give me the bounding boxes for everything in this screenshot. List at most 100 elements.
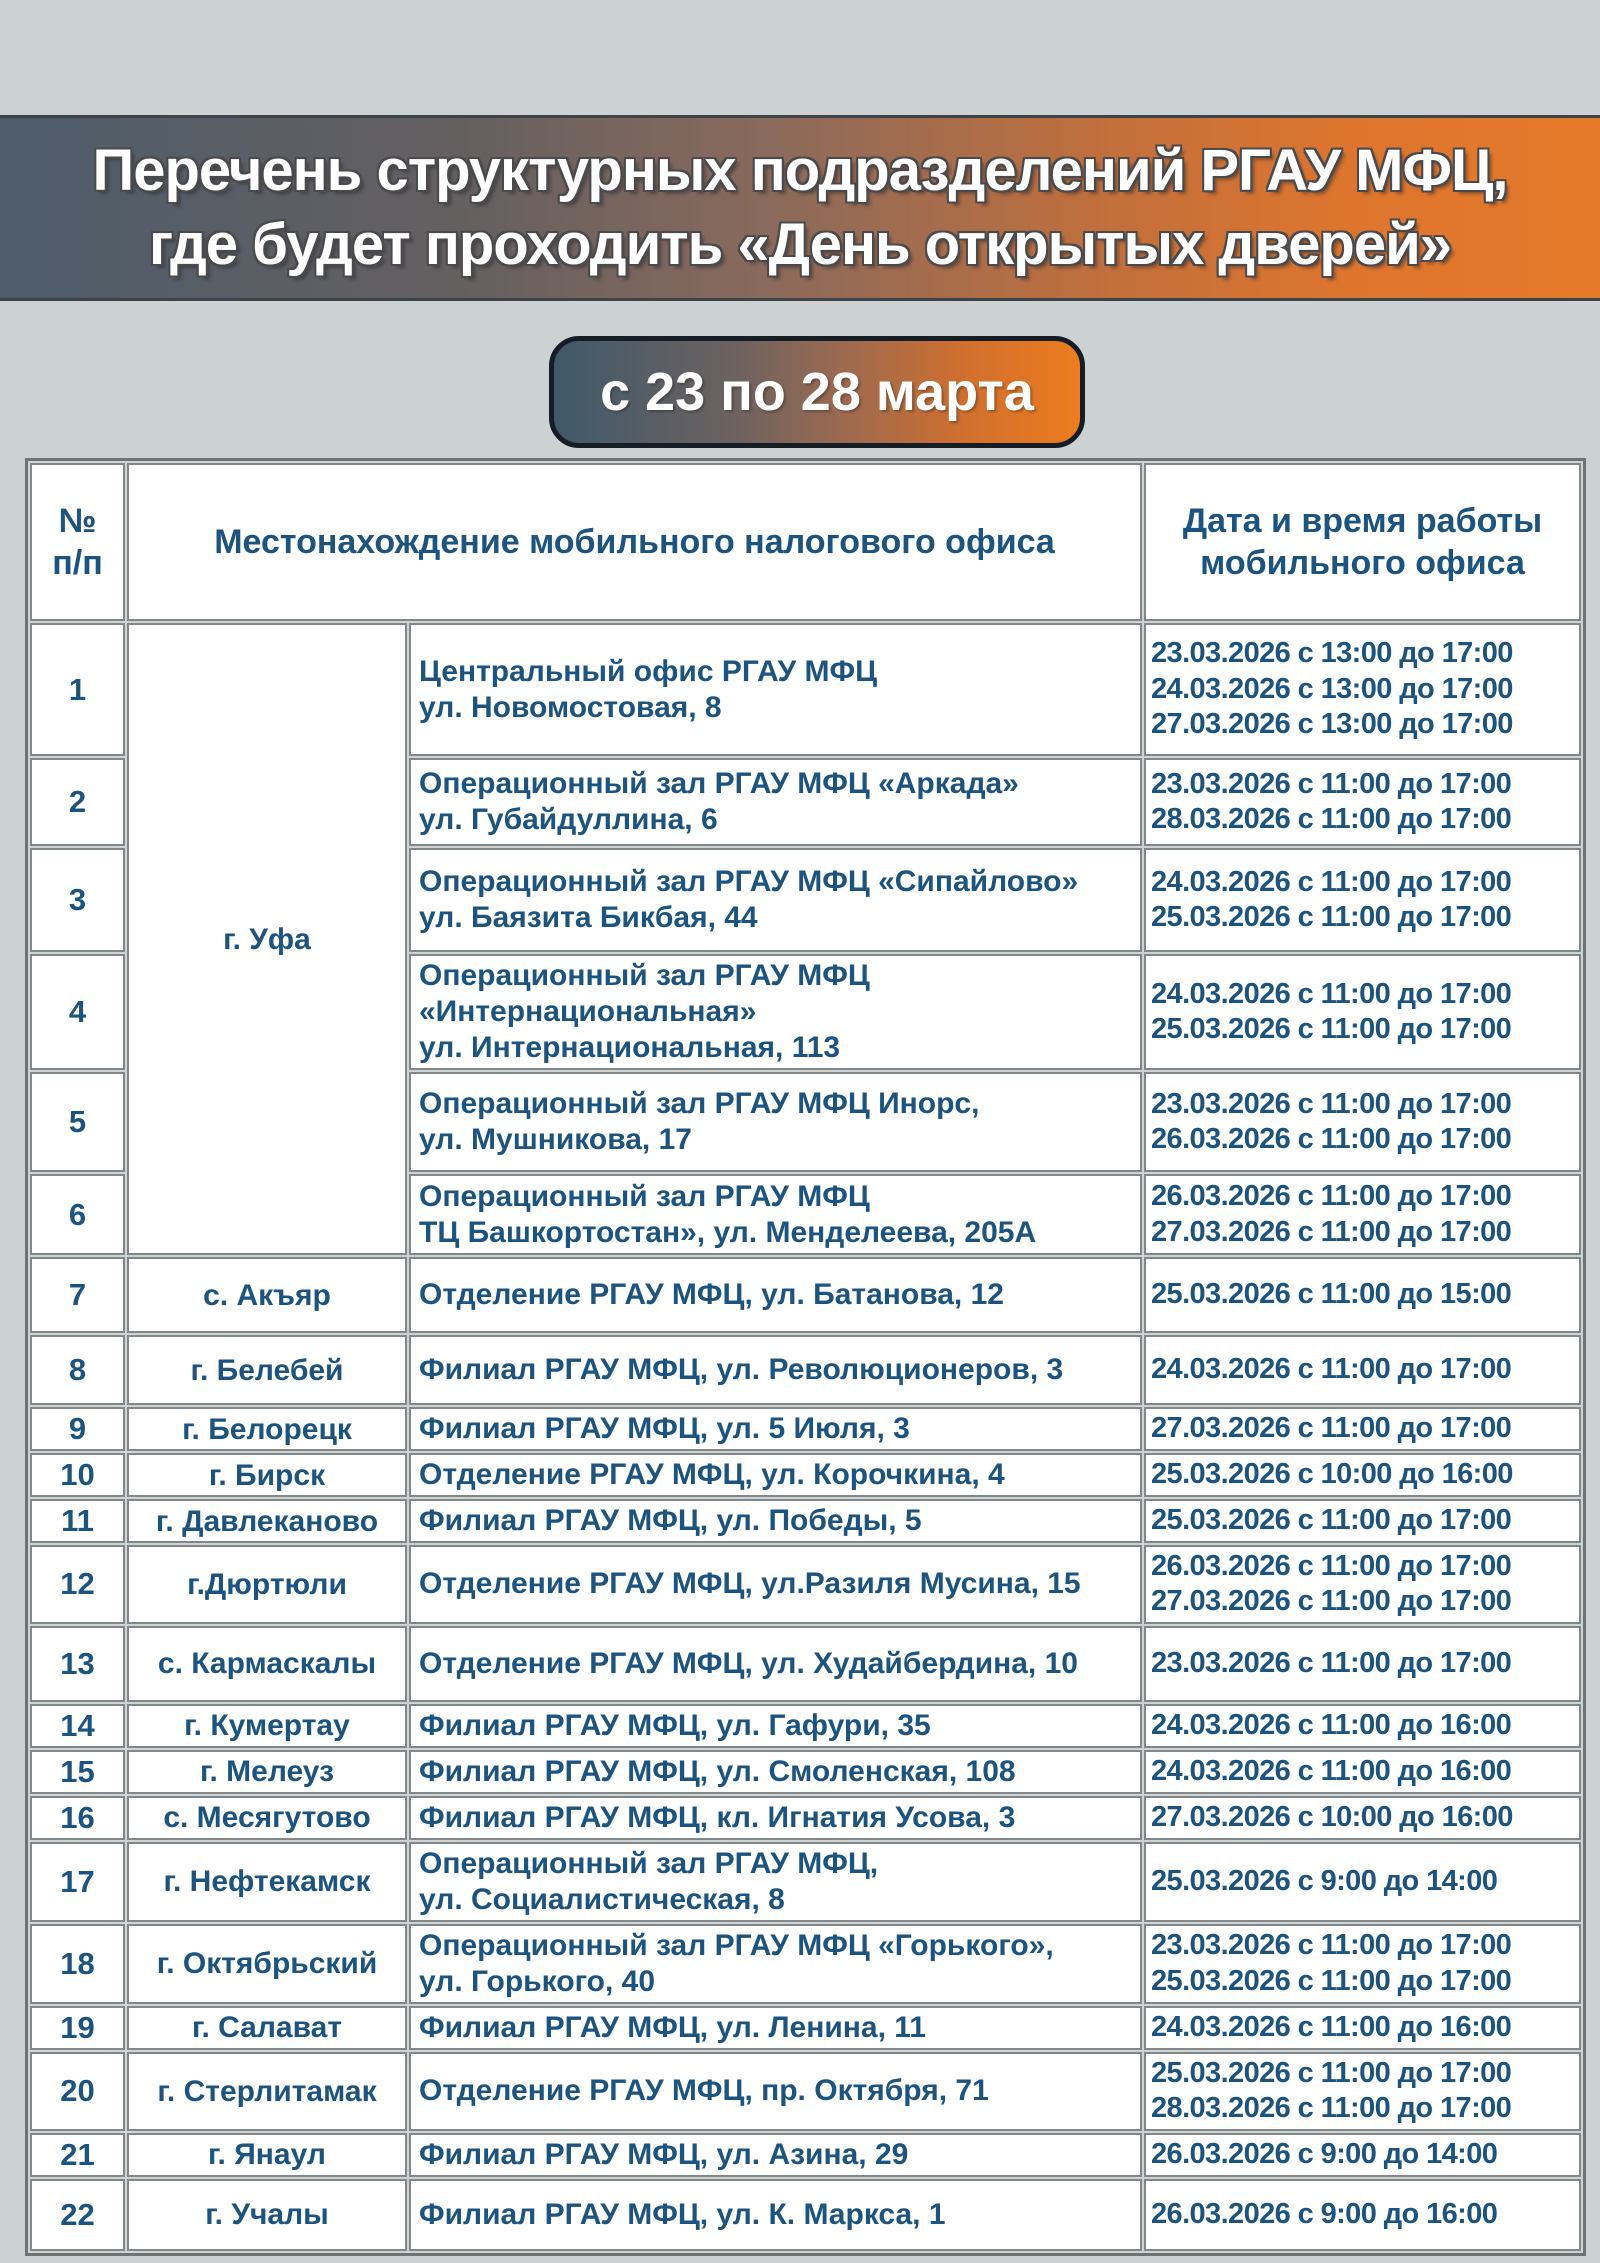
table-row: 16 с. Месягутово Филиал РГАУ МФЦ, кл. Игна…: [30, 1795, 1582, 1840]
office-cell: Операционный зал РГАУ МФЦ «Горького», ул…: [409, 1923, 1143, 2004]
table-row: 19 г. Салават Филиал РГАУ МФЦ, ул. Ленина,…: [30, 2005, 1582, 2050]
row-number-cell: 10: [30, 1453, 125, 1497]
office-cell: Операционный зал РГАУ МФЦ «Сипайлово» ул…: [409, 848, 1143, 952]
dates-cell: 24.03.2026 с 11:00 до 17:00 25.03.2026 с…: [1144, 848, 1582, 952]
dates-cell: 25.03.2026 с 11:00 до 17:00: [1144, 1499, 1582, 1543]
city-cell: с. Кармаскалы: [127, 1625, 407, 1702]
office-cell: Операционный зал РГАУ МФЦ, ул. Социалист…: [409, 1841, 1143, 1922]
header-location: Местонахождение мобильного налогового оф…: [127, 463, 1143, 621]
dates-cell: 25.03.2026 с 11:00 до 17:00 28.03.2026 с…: [1144, 2051, 1582, 2131]
office-cell: Операционный зал РГАУ МФЦ Инорс, ул. Муш…: [409, 1072, 1143, 1172]
dates-cell: 27.03.2026 с 10:00 до 16:00: [1144, 1795, 1582, 1840]
office-cell: Отделение РГАУ МФЦ, ул.Разиля Мусина, 15: [409, 1545, 1143, 1624]
office-cell: Операционный зал РГАУ МФЦ ТЦ Башкортоста…: [409, 1174, 1143, 1255]
table-row: 7 с. Акъяр Отделение РГАУ МФЦ, ул. Батанов…: [30, 1257, 1582, 1333]
table-row: 6 Операционный зал РГАУ МФЦ ТЦ Башкортост…: [30, 1174, 1582, 1255]
row-number-cell: 11: [30, 1499, 125, 1543]
table-row: 3 Операционный зал РГАУ МФЦ «Сипайлово» у…: [30, 848, 1582, 952]
office-cell: Центральный офис РГАУ МФЦ ул. Новомостов…: [409, 623, 1143, 756]
row-number-cell: 12: [30, 1545, 125, 1624]
row-number-cell: 13: [30, 1625, 125, 1702]
city-cell: с. Акъяр: [127, 1257, 407, 1333]
office-cell: Филиал РГАУ МФЦ, ул. 5 Июля, 3: [409, 1407, 1143, 1451]
table-row: 9 г. Белорецк Филиал РГАУ МФЦ, ул. 5 Июля,…: [30, 1407, 1582, 1451]
table-row: 4 Операционный зал РГАУ МФЦ «Интернациона…: [30, 954, 1582, 1070]
city-cell: г. Стерлитамак: [127, 2051, 407, 2131]
row-number-cell: 8: [30, 1335, 125, 1405]
date-range-label: с 23 по 28 марта: [600, 362, 1034, 422]
table-row: 20 г. Стерлитамак Отделение РГАУ МФЦ, пр. …: [30, 2051, 1582, 2131]
office-cell: Филиал РГАУ МФЦ, ул. Революционеров, 3: [409, 1335, 1143, 1405]
table-row: 21 г. Янаул Филиал РГАУ МФЦ, ул. Азина, 29…: [30, 2132, 1582, 2177]
dates-cell: 23.03.2026 с 11:00 до 17:00 25.03.2026 с…: [1144, 1923, 1582, 2004]
office-cell: Операционный зал РГАУ МФЦ «Интернационал…: [409, 954, 1143, 1070]
table-row: 22 г. Учалы Филиал РГАУ МФЦ, ул. К. Маркса…: [30, 2178, 1582, 2251]
dates-cell: 23.03.2026 с 13:00 до 17:00 24.03.2026 с…: [1144, 623, 1582, 756]
table-header-row: № п/п Местонахождение мобильного налогов…: [30, 463, 1582, 621]
row-number-cell: 1: [30, 623, 125, 756]
table-row: 5 Операционный зал РГАУ МФЦ Инорс, ул. Му…: [30, 1072, 1582, 1172]
row-number-cell: 19: [30, 2005, 125, 2050]
table-row: 11 г. Давлеканово Филиал РГАУ МФЦ, ул. Поб…: [30, 1499, 1582, 1543]
city-cell: г. Нефтекамск: [127, 1841, 407, 1922]
dates-cell: 24.03.2026 с 11:00 до 16:00: [1144, 1749, 1582, 1794]
office-cell: Филиал РГАУ МФЦ, ул. Азина, 29: [409, 2132, 1143, 2177]
city-cell: г. Давлеканово: [127, 1499, 407, 1543]
banner-title-line1: Перечень структурных подразделений РГАУ …: [92, 137, 1509, 203]
office-cell: Операционный зал РГАУ МФЦ «Аркада» ул. Г…: [409, 758, 1143, 846]
row-number-cell: 16: [30, 1795, 125, 1840]
dates-cell: 24.03.2026 с 11:00 до 16:00: [1144, 2005, 1582, 2050]
city-cell: г. Белебей: [127, 1335, 407, 1405]
table-row: 15 г. Мелеуз Филиал РГАУ МФЦ, ул. Смоленск…: [30, 1749, 1582, 1794]
table-row: 13 с. Кармаскалы Отделение РГАУ МФЦ, ул. Х…: [30, 1625, 1582, 1702]
city-cell: г. Бирск: [127, 1453, 407, 1497]
dates-cell: 23.03.2026 с 11:00 до 17:00: [1144, 1625, 1582, 1702]
table-row: 1 г. Уфа Центральный офис РГАУ МФЦ ул. Нов…: [30, 623, 1582, 1255]
city-cell: г. Янаул: [127, 2132, 407, 2177]
header-datetime: Дата и время работы мобильного офиса: [1144, 463, 1582, 621]
city-cell: г. Кумертау: [127, 1703, 407, 1748]
table-row: 10 г. Бирск Отделение РГАУ МФЦ, ул. Корочк…: [30, 1453, 1582, 1497]
row-number-cell: 20: [30, 2051, 125, 2131]
city-cell: г.Дюртюли: [127, 1545, 407, 1624]
table-row: 18 г. Октябрьский Операционный зал РГАУ МФ…: [30, 1923, 1582, 2004]
city-cell: г. Учалы: [127, 2178, 407, 2251]
dates-cell: 24.03.2026 с 11:00 до 17:00: [1144, 1335, 1582, 1405]
office-cell: Филиал РГАУ МФЦ, ул. Победы, 5: [409, 1499, 1143, 1543]
row-number-cell: 15: [30, 1749, 125, 1794]
dates-cell: 25.03.2026 с 10:00 до 16:00: [1144, 1453, 1582, 1497]
table-row: 12 г.Дюртюли Отделение РГАУ МФЦ, ул.Разиля…: [30, 1545, 1582, 1624]
table-row: 17 г. Нефтекамск Операционный зал РГАУ МФЦ…: [30, 1841, 1582, 1922]
table-row: 14 г. Кумертау Филиал РГАУ МФЦ, ул. Гафури…: [30, 1703, 1582, 1748]
office-cell: Филиал РГАУ МФЦ, ул. Гафури, 35: [409, 1703, 1143, 1748]
city-cell: с. Месягутово: [127, 1795, 407, 1840]
dates-cell: 26.03.2026 с 9:00 до 14:00: [1144, 2132, 1582, 2177]
title-banner: Перечень структурных подразделений РГАУ …: [0, 115, 1600, 301]
dates-cell: 24.03.2026 с 11:00 до 16:00: [1144, 1703, 1582, 1748]
row-number-cell: 17: [30, 1841, 125, 1922]
row-number-cell: 7: [30, 1257, 125, 1333]
row-number-cell: 5: [30, 1072, 125, 1172]
schedule-table: № п/п Местонахождение мобильного налогов…: [25, 458, 1587, 2256]
table-row: 8 г. Белебей Филиал РГАУ МФЦ, ул. Революци…: [30, 1335, 1582, 1405]
row-number-cell: 18: [30, 1923, 125, 2004]
header-num: № п/п: [30, 463, 125, 621]
office-cell: Филиал РГАУ МФЦ, ул. Ленина, 11: [409, 2005, 1143, 2050]
office-cell: Филиал РГАУ МФЦ, ул. К. Маркса, 1: [409, 2178, 1143, 2251]
banner-title-line2: где будет проходить «День открытых двере…: [149, 212, 1452, 277]
office-cell: Отделение РГАУ МФЦ, пр. Октября, 71: [409, 2051, 1143, 2131]
dates-cell: 26.03.2026 с 11:00 до 17:00 27.03.2026 с…: [1144, 1174, 1582, 1255]
dates-cell: 26.03.2026 с 11:00 до 17:00 27.03.2026 с…: [1144, 1545, 1582, 1624]
city-cell: г. Мелеуз: [127, 1749, 407, 1794]
dates-cell: 27.03.2026 с 11:00 до 17:00: [1144, 1407, 1582, 1451]
table-row: 2 Операционный зал РГАУ МФЦ «Аркада» ул. …: [30, 758, 1582, 846]
row-number-cell: 14: [30, 1703, 125, 1748]
city-cell: г. Белорецк: [127, 1407, 407, 1451]
office-cell: Филиал РГАУ МФЦ, ул. Смоленская, 108: [409, 1749, 1143, 1794]
dates-cell: 25.03.2026 с 9:00 до 14:00: [1144, 1841, 1582, 1922]
dates-cell: 26.03.2026 с 9:00 до 16:00: [1144, 2178, 1582, 2251]
dates-cell: 23.03.2026 с 11:00 до 17:00 28.03.2026 с…: [1144, 758, 1582, 846]
city-cell: г. Салават: [127, 2005, 407, 2050]
city-cell: г. Октябрьский: [127, 1923, 407, 2004]
row-number-cell: 6: [30, 1174, 125, 1255]
